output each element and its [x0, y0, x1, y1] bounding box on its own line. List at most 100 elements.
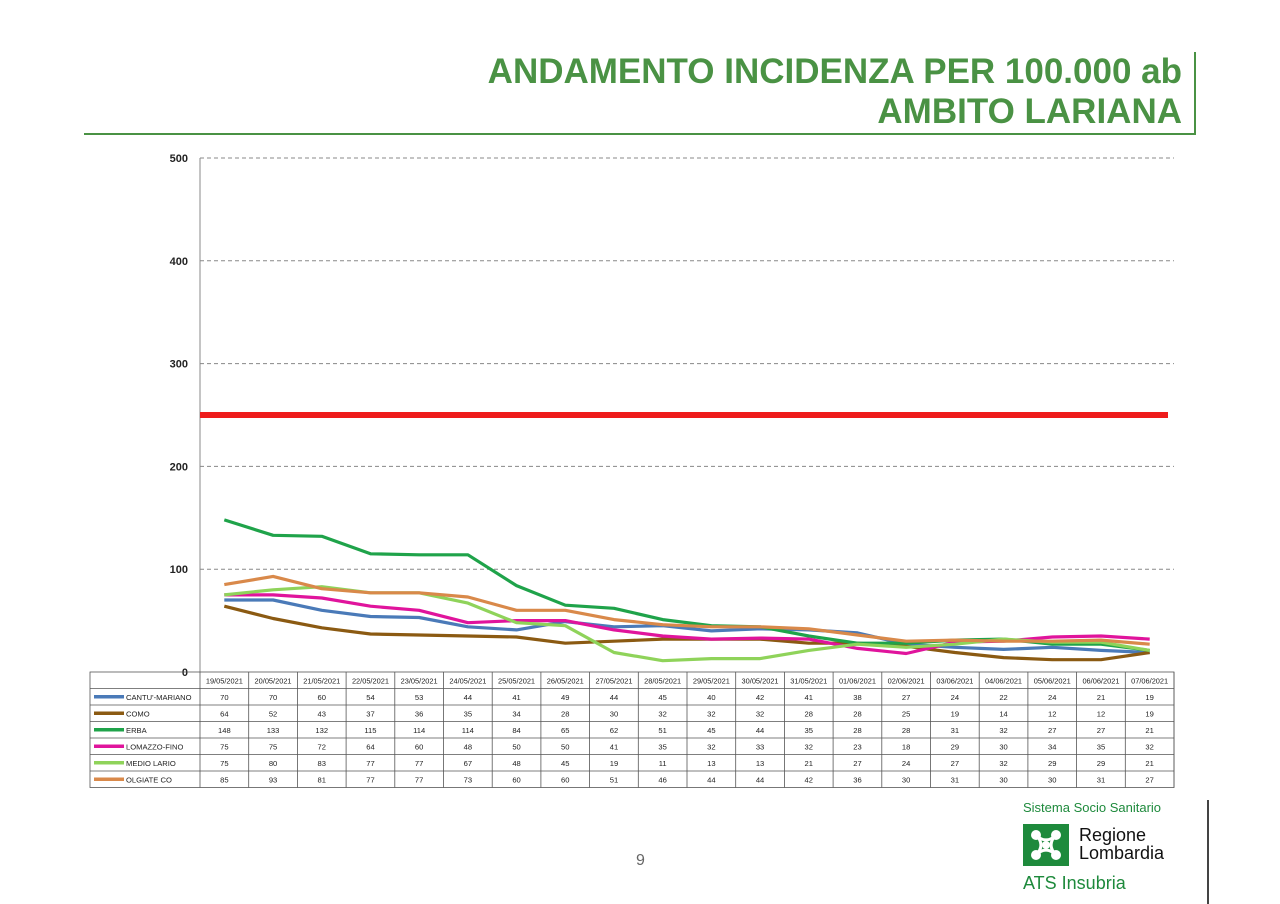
data-label: 43 — [318, 710, 326, 719]
data-label: 81 — [318, 776, 326, 785]
x-tick-label: 05/06/2021 — [1034, 677, 1071, 686]
y-tick-label: 500 — [170, 153, 188, 165]
legend-label: LOMAZZO-FINO — [126, 743, 183, 752]
data-label: 41 — [512, 693, 520, 702]
data-label: 29 — [1097, 759, 1105, 768]
data-label: 75 — [220, 759, 228, 768]
data-label: 31 — [1097, 776, 1105, 785]
data-label: 28 — [561, 710, 569, 719]
title-divider-vertical — [1194, 52, 1196, 134]
x-tick-label: 21/05/2021 — [303, 677, 340, 686]
data-label: 13 — [756, 759, 764, 768]
data-label: 24 — [951, 693, 959, 702]
data-label: 32 — [1145, 743, 1153, 752]
data-label: 115 — [364, 726, 376, 735]
data-label: 27 — [951, 759, 959, 768]
data-label: 64 — [366, 743, 374, 752]
data-label: 30 — [610, 710, 618, 719]
data-label: 38 — [853, 693, 861, 702]
data-label: 21 — [1145, 726, 1153, 735]
data-label: 67 — [464, 759, 472, 768]
data-label: 45 — [707, 726, 715, 735]
data-label: 75 — [269, 743, 277, 752]
data-label: 48 — [512, 759, 520, 768]
data-label: 30 — [999, 743, 1007, 752]
x-tick-label: 20/05/2021 — [255, 677, 292, 686]
data-label: 114 — [462, 726, 474, 735]
data-label: 114 — [413, 726, 425, 735]
data-label: 84 — [512, 726, 520, 735]
data-label: 52 — [269, 710, 277, 719]
data-label: 36 — [853, 776, 861, 785]
series-line-2 — [223, 518, 1150, 652]
x-tick-label: 24/05/2021 — [449, 677, 486, 686]
data-table-border — [89, 671, 1175, 788]
data-label: 148 — [218, 726, 231, 735]
legend-label: ERBA — [126, 726, 148, 735]
data-label: 29 — [951, 743, 959, 752]
data-label: 36 — [415, 710, 423, 719]
data-label: 60 — [415, 743, 423, 752]
legend-label: CANTU'-MARIANO — [126, 693, 192, 702]
y-tick-label: 300 — [170, 359, 188, 371]
data-label: 53 — [415, 693, 423, 702]
data-label: 19 — [951, 710, 959, 719]
title-line-1: ANDAMENTO INCIDENZA PER 100.000 ab — [487, 52, 1182, 91]
page-number: 9 — [636, 852, 645, 869]
data-label: 80 — [269, 759, 277, 768]
data-label: 12 — [1048, 710, 1056, 719]
data-label: 70 — [220, 693, 228, 702]
x-tick-label: 25/05/2021 — [498, 677, 535, 686]
data-label: 49 — [561, 693, 569, 702]
series-line-5 — [224, 574, 1150, 646]
y-tick-label: 0 — [182, 667, 188, 679]
data-label: 44 — [464, 693, 472, 702]
data-label: 13 — [707, 759, 715, 768]
data-label: 30 — [902, 776, 910, 785]
data-label: 32 — [999, 759, 1007, 768]
data-label: 21 — [805, 759, 813, 768]
data-label: 50 — [512, 743, 520, 752]
data-label: 51 — [658, 726, 666, 735]
x-tick-label: 03/06/2021 — [936, 677, 973, 686]
data-label: 19 — [1145, 693, 1153, 702]
data-label: 35 — [805, 726, 813, 735]
data-label: 31 — [951, 776, 959, 785]
data-label: 19 — [610, 759, 618, 768]
data-label: 18 — [902, 743, 910, 752]
regione-lombardia-logo: Sistema Socio Sanitario Regione Lombardi… — [1018, 798, 1208, 898]
data-label: 21 — [1145, 759, 1153, 768]
data-label: 19 — [1145, 710, 1153, 719]
logo-name-line2: Lombardia — [1079, 843, 1165, 863]
data-label: 22 — [999, 693, 1007, 702]
data-label: 30 — [999, 776, 1007, 785]
data-label: 11 — [659, 759, 667, 768]
data-label: 44 — [610, 693, 618, 702]
data-label: 28 — [853, 726, 861, 735]
logo-divider — [1207, 800, 1209, 904]
data-label: 35 — [464, 710, 472, 719]
incidence-chart: 0 100 200 300 400 500 19/05/2021 20/05/2021 21/0… — [89, 153, 1175, 788]
logo-name: Regione Lombardia — [1079, 826, 1164, 862]
data-label: 24 — [902, 759, 910, 768]
data-label: 32 — [707, 743, 715, 752]
legend-label: MEDIO LARIO — [126, 759, 176, 768]
data-label: 34 — [1048, 743, 1056, 752]
data-label: 44 — [756, 726, 764, 735]
logo-top-text: Sistema Socio Sanitario — [1023, 800, 1162, 815]
data-label: 51 — [610, 776, 618, 785]
data-label: 27 — [853, 759, 861, 768]
data-label: 12 — [1097, 710, 1105, 719]
data-label: 41 — [610, 743, 618, 752]
x-tick-label: 28/05/2021 — [644, 677, 681, 686]
data-label: 60 — [512, 776, 520, 785]
data-label: 60 — [318, 693, 326, 702]
data-label: 42 — [805, 776, 813, 785]
x-tick-label: 01/06/2021 — [839, 677, 876, 686]
title-line-2: AMBITO LARIANA — [877, 92, 1182, 131]
logo-bottom-text: ATS Insubria — [1023, 873, 1126, 893]
data-label: 77 — [366, 759, 374, 768]
x-tick-label: 19/05/2021 — [206, 677, 243, 686]
title-underline — [84, 133, 1196, 135]
data-label: 77 — [415, 776, 423, 785]
